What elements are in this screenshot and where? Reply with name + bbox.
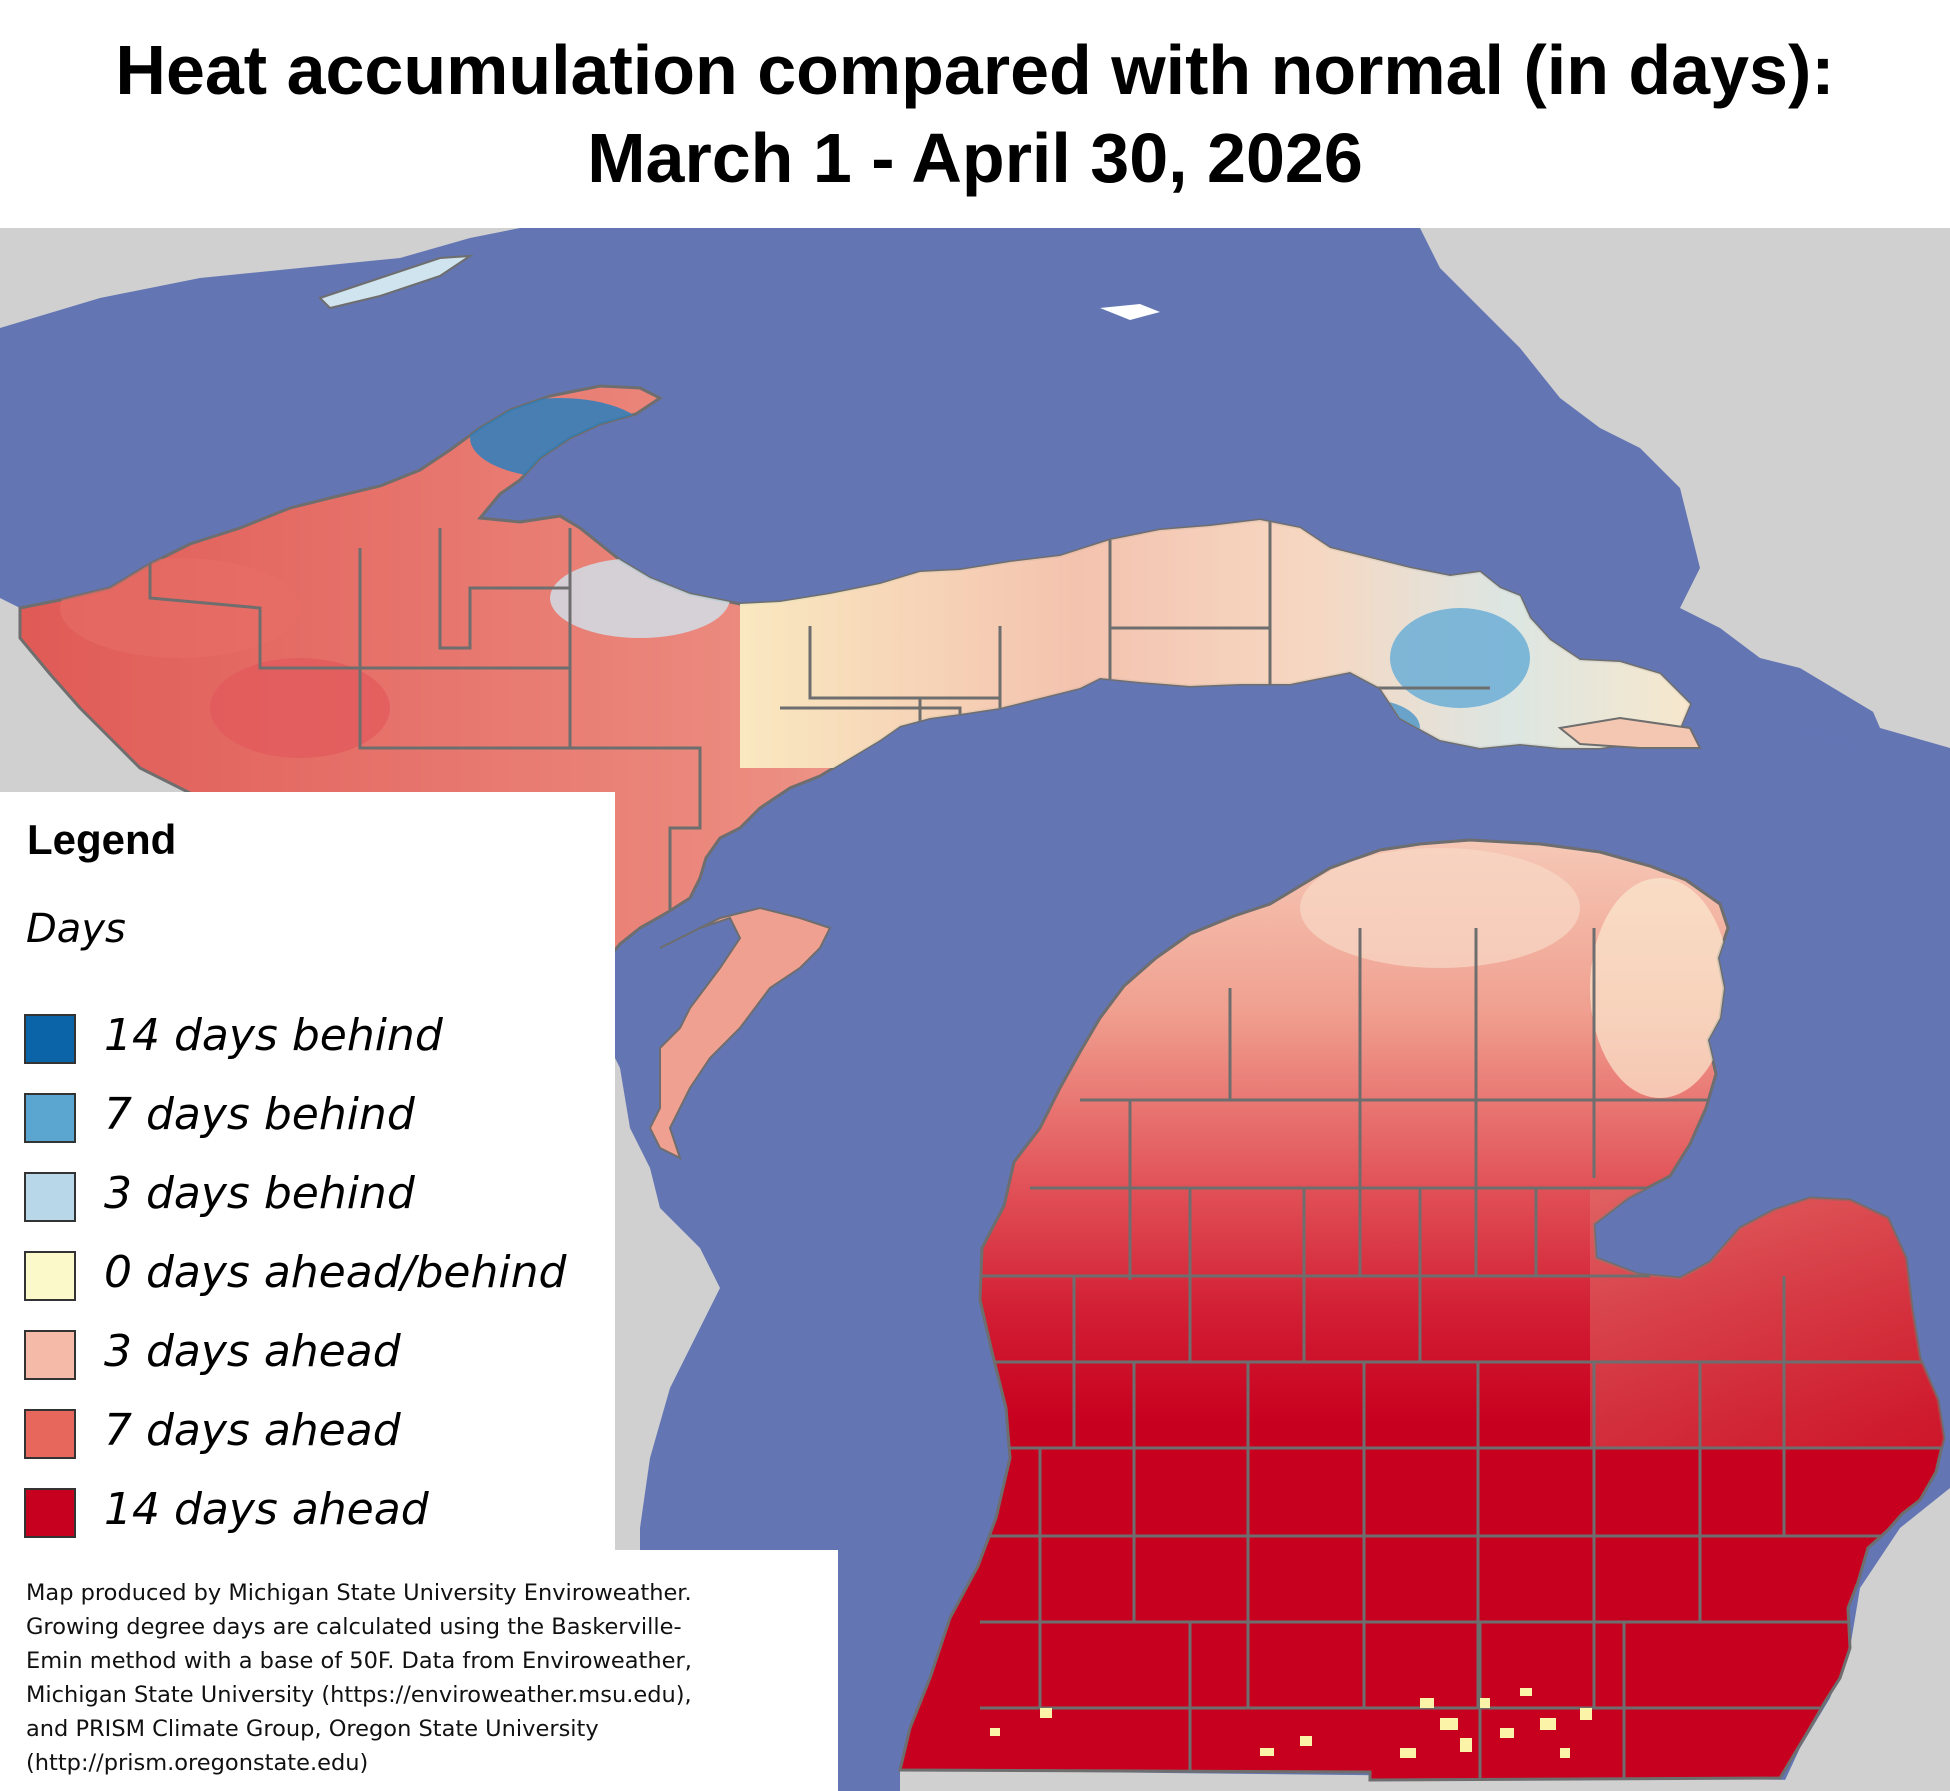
map-title-line-1: Heat accumulation compared with normal (…: [115, 31, 1835, 109]
canada-north-land: [0, 228, 520, 328]
legend-label-3-ahead: 3 days ahead: [104, 1326, 401, 1377]
legend-swatch-14-ahead: [24, 1488, 76, 1538]
manitoulin-land: [1850, 658, 1950, 748]
legend-swatch-7-ahead: [24, 1409, 76, 1459]
ontario-southeast-land: [1780, 1488, 1950, 1791]
credit-line: Map produced by Michigan State Universit…: [26, 1580, 692, 1606]
credit-text: Map produced by Michigan State Universit…: [26, 1576, 826, 1780]
legend-swatch-14-behind: [24, 1014, 76, 1064]
michigan-map: [0, 228, 1950, 1791]
legend-swatch-3-ahead: [24, 1330, 76, 1380]
map-title: Heat accumulation compared with normal (…: [0, 0, 1950, 228]
southern-speckles: [990, 1688, 1592, 1758]
credit-line: Emin method with a base of 50F. Data fro…: [26, 1648, 692, 1674]
credit-line: and PRISM Climate Group, Oregon State Un…: [26, 1716, 599, 1742]
legend-subtitle: Days: [26, 906, 126, 952]
map-title-line-2: March 1 - April 30, 2026: [587, 119, 1363, 197]
legend-label-7-ahead: 7 days ahead: [104, 1405, 401, 1456]
legend-label-14-behind: 14 days behind: [104, 1010, 443, 1061]
legend-label-14-ahead: 14 days ahead: [104, 1484, 429, 1535]
legend-panel: Legend Days 14 days behind 7 days behind…: [0, 792, 615, 1550]
map-canvas: [0, 228, 1950, 1791]
lake-island: [1100, 304, 1160, 320]
legend-swatch-7-behind: [24, 1093, 76, 1143]
door-peninsula: [648, 906, 832, 1160]
credit-panel: Map produced by Michigan State Universit…: [0, 1550, 838, 1791]
legend-swatch-0: [24, 1251, 76, 1301]
ontario-land: [1420, 228, 1950, 748]
legend-title: Legend: [27, 816, 177, 863]
credit-line: Michigan State University (https://envir…: [26, 1682, 692, 1708]
legend-swatch-3-behind: [24, 1172, 76, 1222]
legend-label-0: 0 days ahead/behind: [104, 1247, 567, 1298]
legend-label-3-behind: 3 days behind: [104, 1168, 415, 1219]
county-boundaries: [980, 928, 1944, 1780]
credit-line: Growing degree days are calculated using…: [26, 1614, 682, 1640]
lower-peninsula-shading: [1300, 848, 1944, 1448]
indiana-ohio-land: [900, 1770, 1800, 1791]
drummond-island: [1557, 716, 1702, 749]
legend-label-7-behind: 7 days behind: [104, 1089, 415, 1140]
lake-huron-north: [0, 228, 1950, 768]
credit-line: (http://prism.oregonstate.edu): [26, 1750, 369, 1776]
isle-royale: [318, 254, 474, 310]
